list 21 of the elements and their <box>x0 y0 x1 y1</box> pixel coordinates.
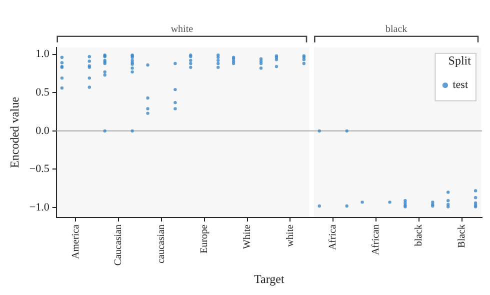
x-tick-label: America <box>70 224 82 259</box>
x-tick-label: white <box>284 224 296 247</box>
y-tick-label: −1.0 <box>29 201 50 214</box>
y-tick-label: 0.0 <box>36 124 50 137</box>
legend-title: Split <box>448 54 472 68</box>
x-tick-label: Africa <box>328 224 339 250</box>
x-tick-label: Black <box>456 224 468 248</box>
x-tick-label: White <box>242 224 253 249</box>
x-tick-label: Caucasian <box>113 224 124 266</box>
y-axis-title: Encoded value <box>7 96 22 168</box>
y-tick-label: 0.5 <box>36 86 50 98</box>
x-tick-label: black <box>414 224 425 246</box>
band-label: black <box>386 24 408 36</box>
x-tick-label: Europe <box>199 224 210 254</box>
x-tick-label: caucasian <box>156 224 168 264</box>
legend-label: test <box>452 79 468 92</box>
x-axis-title: Target <box>254 272 285 286</box>
y-tick-label: 1.0 <box>36 48 50 60</box>
x-tick-label: African <box>370 224 382 256</box>
y-tick-label: −0.5 <box>29 163 50 176</box>
band-label: white <box>170 24 194 36</box>
